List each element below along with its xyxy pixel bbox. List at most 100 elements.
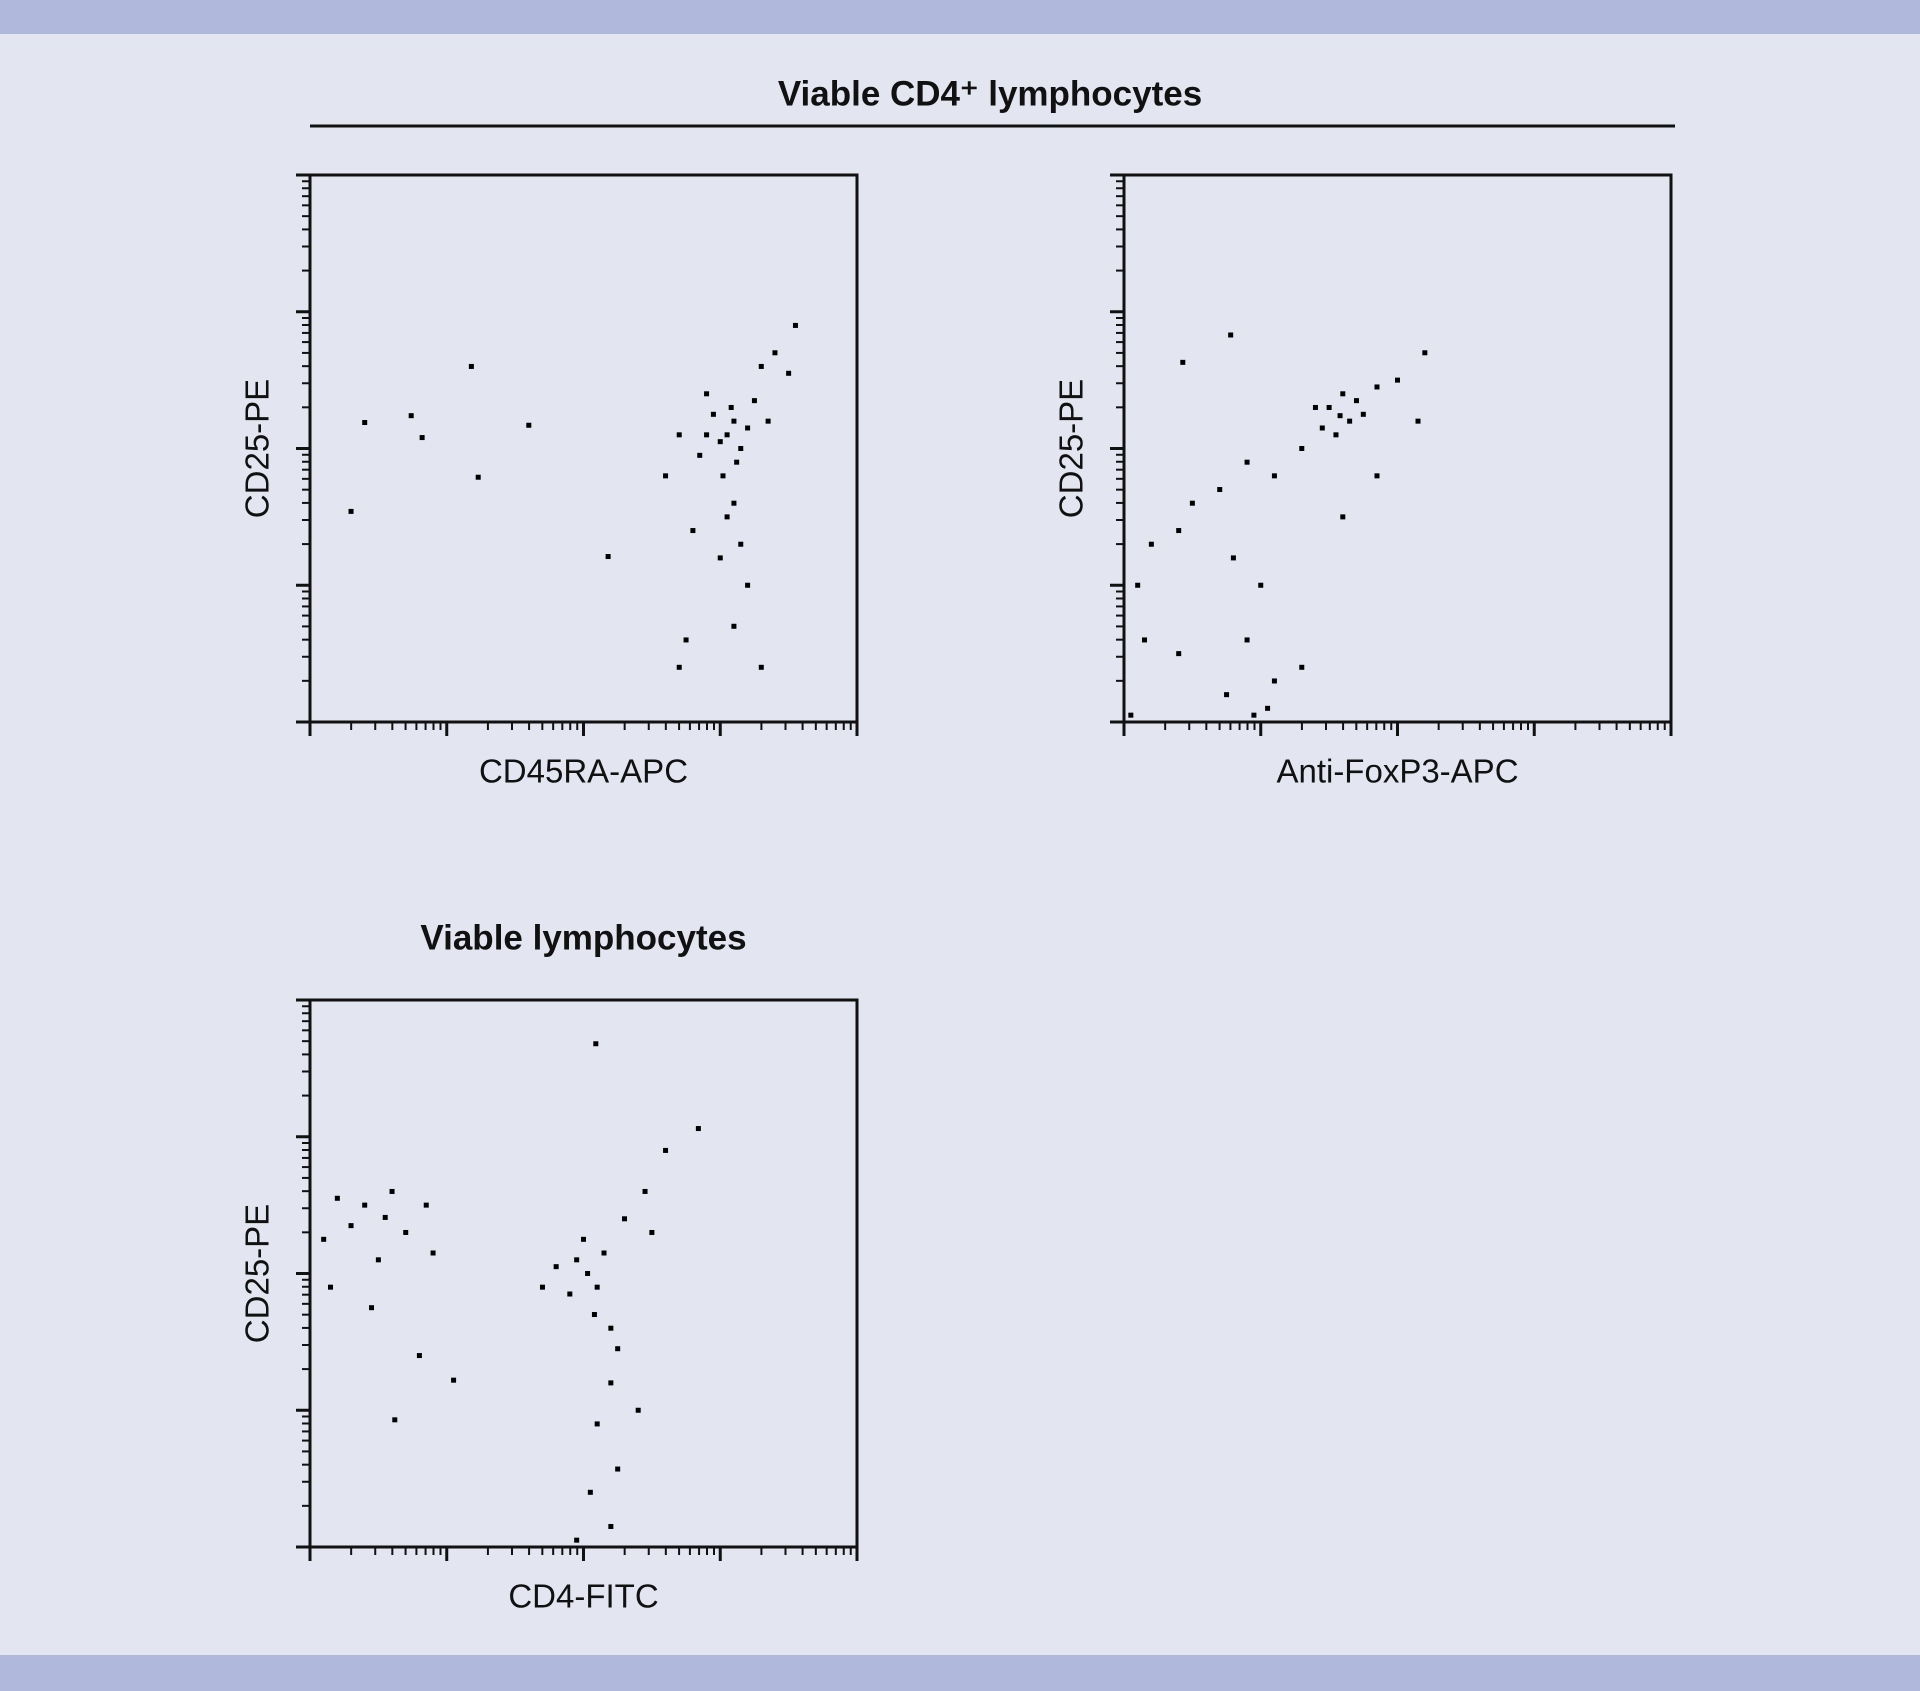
dot: [526, 422, 532, 428]
dot: [419, 435, 425, 441]
dot: [663, 1147, 669, 1153]
dot: [695, 1126, 701, 1132]
dot: [1337, 413, 1343, 419]
dot: [745, 582, 751, 588]
dot: [348, 1223, 354, 1229]
dot: [683, 637, 689, 643]
dot: [1142, 637, 1148, 643]
dot: [734, 459, 740, 465]
dot: [1333, 432, 1339, 438]
dot: [1228, 332, 1234, 338]
dot: [1347, 418, 1353, 424]
dot: [1135, 582, 1141, 588]
dot: [738, 446, 744, 451]
dot: [792, 322, 798, 328]
dot: [717, 439, 723, 445]
dot: [594, 1284, 600, 1290]
plot-frame: [308, 998, 859, 1549]
dot: [608, 1523, 614, 1529]
dot: [1271, 678, 1277, 684]
dot: [1353, 398, 1359, 404]
dot: [581, 1236, 586, 1242]
plot-frame: [1122, 173, 1673, 724]
dot: [574, 1537, 580, 1543]
dot: [1244, 459, 1250, 465]
dot: [1340, 514, 1346, 520]
dot: [601, 1250, 607, 1256]
dot: [1217, 487, 1223, 493]
dot: [1265, 705, 1271, 711]
dot: [710, 411, 716, 417]
dot: [786, 370, 792, 376]
dot: [676, 432, 682, 438]
dot: [1224, 692, 1230, 698]
dot: [1326, 404, 1332, 410]
dot: [738, 541, 744, 547]
dot: [608, 1380, 614, 1386]
dot: [468, 363, 474, 369]
dot: [475, 474, 481, 480]
dot: [731, 623, 737, 629]
dot: [1319, 425, 1325, 431]
dot: [642, 1188, 648, 1194]
dot: [1415, 418, 1421, 424]
dot: [392, 1417, 398, 1423]
dot: [1189, 500, 1195, 506]
dot: [1180, 359, 1186, 365]
dot: [1312, 404, 1318, 410]
dot: [615, 1466, 621, 1472]
dot: [334, 1195, 340, 1201]
x-axis-label: CD45RA-APC: [479, 753, 688, 790]
dot: [1299, 446, 1305, 451]
y-axis-label: CD25-PE: [239, 1204, 276, 1343]
dot: [649, 1229, 655, 1235]
dot: [591, 1312, 597, 1318]
dot: [389, 1188, 395, 1194]
top-band: [0, 0, 1920, 34]
dot: [593, 1041, 599, 1047]
dot: [622, 1216, 628, 1222]
y-axis-label: CD25-PE: [1053, 379, 1090, 518]
dot: [676, 664, 682, 670]
dot: [451, 1377, 457, 1383]
dot: [430, 1250, 436, 1256]
dot: [697, 452, 703, 458]
dot: [1176, 528, 1182, 534]
chart-title: Viable lymphocytes: [420, 918, 746, 957]
dot: [1271, 473, 1277, 479]
dot: [1251, 712, 1257, 718]
dot: [1258, 582, 1264, 588]
dot: [585, 1271, 591, 1276]
dot: [1422, 350, 1428, 356]
dot: [1176, 651, 1182, 657]
dot: [423, 1202, 429, 1208]
dot: [731, 500, 737, 506]
group-title: Viable CD4⁺ lymphocytes: [778, 74, 1202, 113]
dot: [321, 1236, 327, 1242]
dot: [605, 554, 611, 560]
y-axis-label: CD25-PE: [239, 379, 276, 518]
dot: [375, 1257, 381, 1263]
dot: [720, 473, 726, 479]
dot: [408, 413, 414, 419]
dot: [772, 350, 778, 356]
dot: [690, 528, 696, 534]
dot: [765, 418, 771, 424]
dot: [362, 420, 368, 426]
dot: [704, 432, 710, 438]
dot: [1230, 555, 1236, 561]
dot: [382, 1214, 388, 1220]
dot: [608, 1325, 614, 1331]
dot: [1360, 411, 1366, 417]
dot: [635, 1407, 641, 1413]
dot: [369, 1305, 375, 1311]
dot: [362, 1202, 368, 1208]
dot: [594, 1421, 600, 1427]
dot: [724, 432, 730, 438]
dot: [574, 1257, 580, 1263]
dot: [1128, 712, 1134, 718]
dot: [403, 1229, 409, 1235]
dot: [751, 398, 757, 404]
dot: [758, 664, 764, 670]
